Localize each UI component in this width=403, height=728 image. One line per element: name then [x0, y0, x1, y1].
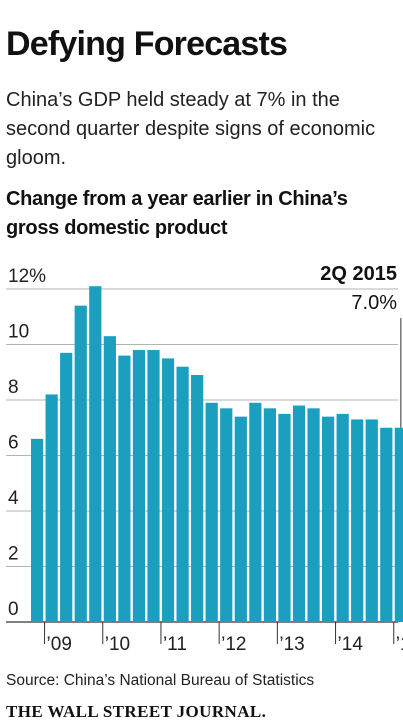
x-tick-label: ’15 — [396, 634, 403, 655]
bar — [278, 413, 291, 622]
bar — [263, 408, 276, 622]
bar — [394, 427, 403, 622]
x-tick-label: ’14 — [338, 634, 364, 655]
x-tick-label: ’11 — [163, 634, 187, 655]
y-tick-label: 10 — [8, 322, 29, 343]
x-tick-label: ’10 — [105, 634, 130, 655]
bar — [292, 405, 306, 622]
bar — [147, 350, 160, 622]
bar — [132, 350, 146, 622]
x-tick-label: ’13 — [279, 634, 304, 655]
y-tick-label: 6 — [8, 433, 19, 454]
y-tick-label: 0 — [8, 599, 19, 620]
bar — [45, 394, 58, 622]
annotation-value: 7.0% — [351, 292, 397, 314]
bar — [89, 286, 102, 622]
bar — [161, 358, 175, 622]
bar — [249, 402, 262, 622]
bar — [307, 408, 320, 622]
bar — [118, 355, 131, 622]
chart-title: Change from a year earlier in China’s gr… — [6, 188, 348, 239]
bar — [205, 402, 218, 622]
bar — [234, 416, 247, 622]
page-title: Defying Forecasts — [6, 25, 288, 63]
publication-brand: THE WALL STREET JOURNAL. — [6, 702, 267, 721]
bar — [336, 413, 349, 622]
y-tick-label: 2 — [8, 544, 19, 565]
annotation-label: 2Q 2015 — [320, 263, 397, 285]
x-tick-label: ’12 — [221, 634, 246, 655]
y-tick-label: 4 — [8, 488, 19, 509]
bar — [176, 366, 189, 622]
bar — [60, 352, 73, 622]
bar — [322, 416, 335, 622]
y-tick-label: 8 — [8, 377, 19, 398]
bar — [191, 375, 204, 622]
bar — [380, 427, 393, 622]
bar — [103, 336, 116, 622]
bar — [74, 305, 87, 622]
x-tick-label: ’09 — [47, 634, 72, 655]
bar — [31, 438, 44, 622]
y-tick-label: 12% — [8, 266, 46, 287]
source-note: Source: China’s National Bureau of Stati… — [6, 672, 315, 689]
bar — [365, 419, 378, 622]
bar — [351, 419, 364, 622]
subtitle-dek: China’s GDP held steady at 7% in the sec… — [6, 89, 376, 169]
bar — [220, 408, 233, 622]
